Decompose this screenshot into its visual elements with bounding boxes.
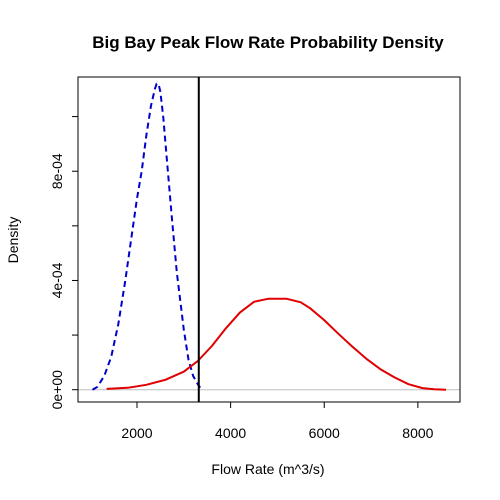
y-axis-label: Density <box>5 217 21 264</box>
chart-title: Big Bay Peak Flow Rate Probability Densi… <box>92 33 444 52</box>
y-tick-label: 8e-04 <box>49 153 65 189</box>
x-tick-label: 2000 <box>121 425 152 441</box>
x-tick-label: 8000 <box>402 425 433 441</box>
y-tick-label: 4e-04 <box>49 262 65 298</box>
y-tick-label: 0e+00 <box>49 370 65 410</box>
series-line-2 <box>106 297 447 391</box>
x-tick-label: 4000 <box>215 425 246 441</box>
x-axis-label: Flow Rate (m^3/s) <box>211 461 324 477</box>
series-line-1 <box>92 82 203 391</box>
x-tick-label: 6000 <box>309 425 340 441</box>
plot-frame <box>77 76 461 403</box>
plot-area: 2000 4000 6000 8000 0e+00 4e-04 8e-04 <box>49 76 461 441</box>
